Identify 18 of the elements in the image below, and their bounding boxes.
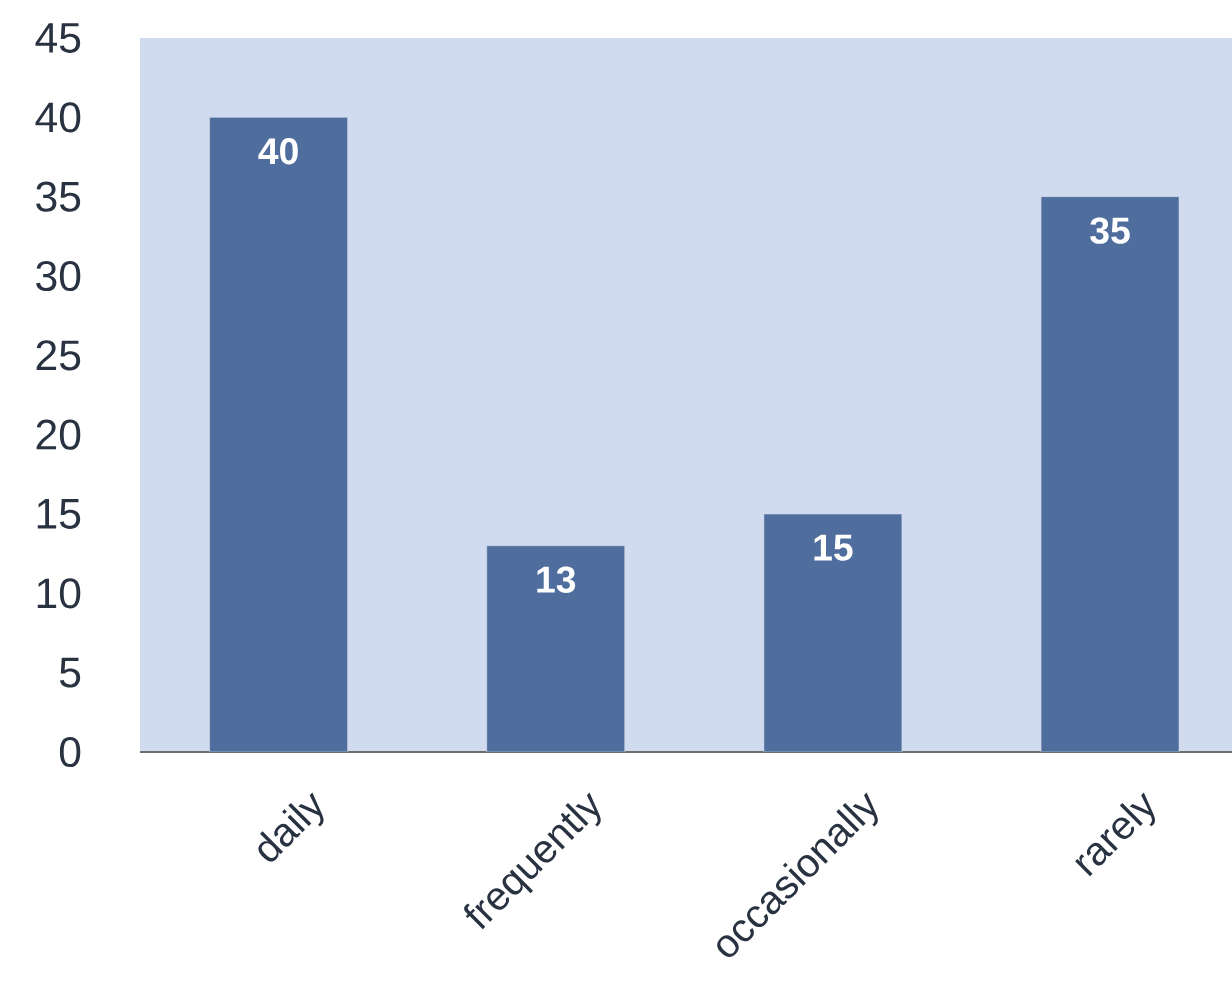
bar bbox=[486, 545, 626, 752]
y-tick-label: 15 bbox=[37, 499, 81, 529]
y-tick-label: 5 bbox=[59, 657, 81, 688]
y-tick-label: 0 bbox=[59, 736, 81, 768]
y-tick-label: 25 bbox=[36, 340, 81, 371]
y-tick-label: 45 bbox=[35, 23, 81, 53]
data-label: 15 bbox=[814, 534, 853, 561]
y-tick-label: 20 bbox=[36, 419, 81, 450]
y-tick-label: 10 bbox=[37, 578, 81, 609]
data-label: 35 bbox=[1090, 217, 1130, 244]
bar bbox=[763, 513, 903, 752]
data-label: 13 bbox=[537, 566, 576, 593]
data-label: 40 bbox=[258, 138, 298, 165]
bar bbox=[1040, 196, 1180, 752]
bar bbox=[209, 117, 348, 752]
y-tick-label: 35 bbox=[36, 181, 81, 212]
y-tick-label: 40 bbox=[35, 102, 81, 133]
y-tick-label: 30 bbox=[36, 260, 81, 292]
